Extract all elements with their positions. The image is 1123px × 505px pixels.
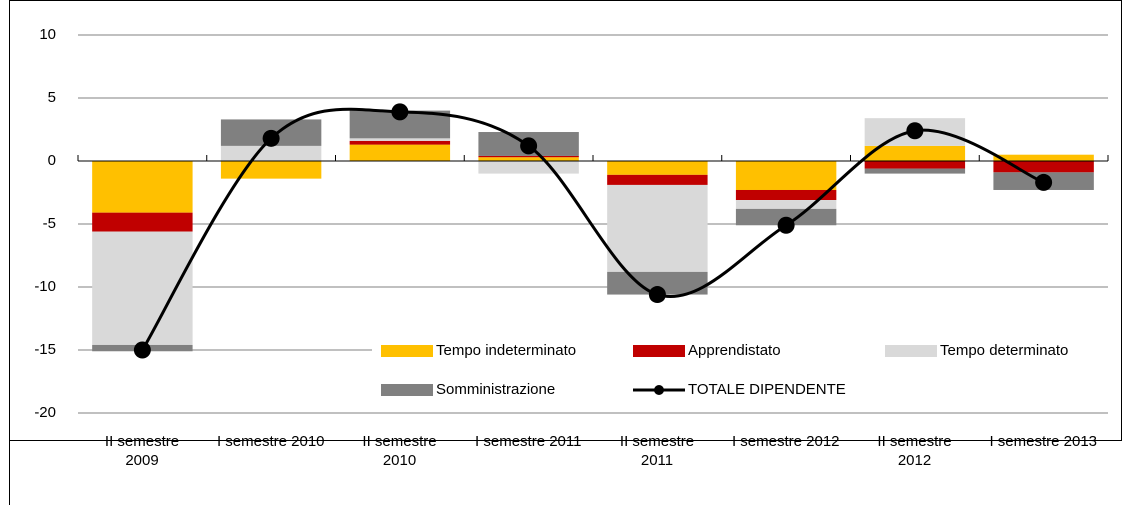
legend-swatch [885, 345, 937, 357]
x-tick-label: II semestre 2009 [104, 433, 180, 469]
bar [735, 189, 837, 201]
x-tick-label: II semestre 2010 [362, 433, 437, 469]
x-tick-label: II semestre 2011 [619, 433, 695, 469]
bar [993, 161, 1094, 173]
x-tick-label: I semestre 2013 [989, 433, 1098, 450]
legend-swatch [381, 345, 433, 357]
bar [864, 145, 966, 161]
legend-marker [654, 385, 664, 395]
bar [478, 161, 579, 174]
frame [9, 0, 1122, 441]
bar [864, 168, 966, 174]
line-marker [906, 122, 924, 140]
bar [607, 184, 708, 272]
bar [735, 200, 837, 209]
legend-bg [372, 338, 1108, 404]
y-tick-label: 0 [48, 152, 56, 169]
y-tick-label: -5 [43, 215, 56, 232]
bar [349, 140, 451, 145]
legend-swatch [381, 384, 433, 396]
bar [92, 212, 193, 232]
bar [864, 161, 966, 169]
legend-label: TOTALE DIPENDENTE [688, 381, 846, 398]
y-tick-label: 5 [48, 89, 56, 106]
legend-swatch [633, 345, 685, 357]
y-tick-label: -20 [34, 404, 56, 421]
legend-label: Somministrazione [436, 381, 555, 398]
x-tick-label: I semestre 2011 [475, 433, 582, 450]
bar [349, 138, 451, 141]
legend-label: Tempo determinato [940, 342, 1068, 359]
y-tick-label: -15 [34, 341, 56, 358]
bar [607, 174, 708, 185]
line-marker [520, 137, 538, 155]
bar [92, 161, 193, 213]
y-tick-label: 10 [39, 26, 56, 43]
y-tick-label: -10 [34, 278, 56, 295]
line-marker [648, 286, 666, 304]
bar [92, 231, 193, 345]
bar [478, 155, 579, 158]
x-tick-label: I semestre 2012 [731, 433, 840, 450]
bar [220, 161, 322, 179]
x-tick-label: I semestre 2010 [216, 433, 325, 450]
bar [735, 161, 837, 190]
x-tick-label: II semestre 2012 [877, 433, 952, 469]
bar [349, 144, 451, 161]
line-marker [1035, 173, 1053, 191]
bar [478, 157, 579, 161]
bar [220, 145, 322, 161]
legend-label: Apprendistato [688, 342, 781, 359]
line-marker [777, 216, 795, 234]
bar [993, 154, 1094, 161]
line-marker [262, 129, 280, 147]
legend-label: Tempo indeterminato [436, 342, 576, 359]
line-marker [133, 341, 151, 359]
line-marker [391, 103, 409, 121]
bar [607, 161, 708, 175]
